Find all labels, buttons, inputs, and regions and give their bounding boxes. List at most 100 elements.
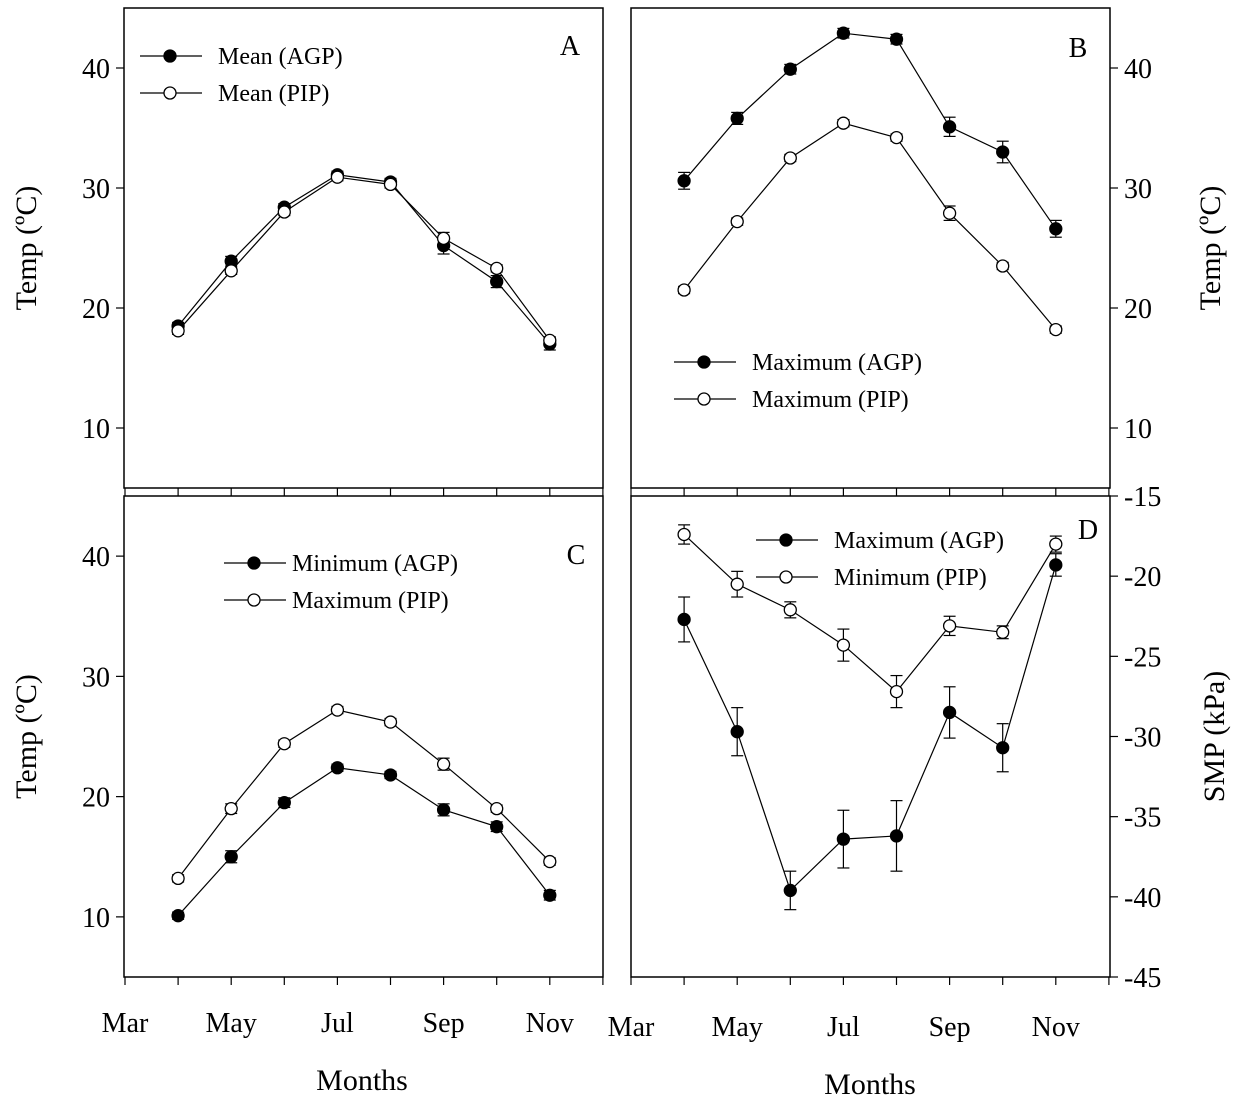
legend-entry: Mean (AGP) xyxy=(140,44,343,70)
data-point xyxy=(1049,222,1063,236)
data-point xyxy=(1049,537,1063,551)
series-line xyxy=(177,176,551,341)
y-tick-label: 20 xyxy=(82,294,110,325)
x-tick-label-mar: Mar xyxy=(102,1008,149,1039)
legend-entry: Maximum (PIP) xyxy=(674,387,909,413)
plot-frame xyxy=(123,7,604,489)
y-tick-label: 10 xyxy=(82,414,110,445)
legend-label: Maximum (AGP) xyxy=(834,528,1004,554)
x-tick-label-may: May xyxy=(206,1008,257,1039)
x-tick-label-nov: Nov xyxy=(526,1008,574,1039)
legend-entry: Minimum (PIP) xyxy=(756,565,987,591)
data-point xyxy=(942,206,957,220)
panel-d: -15 -20 -25 -30 -35 -40 -45 SMP (kPa) D Maximum (… xyxy=(630,482,1231,994)
data-point xyxy=(730,725,744,739)
panel-c: 10 20 30 40 Temp (ºC) C Minimum (AGP) Maximum (… xyxy=(10,495,604,985)
data-point xyxy=(677,612,691,627)
legend-label: Minimum (AGP) xyxy=(292,551,458,577)
x-tick-label-jul: Jul xyxy=(827,1012,860,1043)
data-point xyxy=(996,741,1010,755)
y-tick-label: 40 xyxy=(82,54,110,85)
series-filled xyxy=(677,26,1063,238)
y-axis-title: SMP (kPa) xyxy=(1198,671,1231,802)
x-tick-label-sep: Sep xyxy=(929,1012,971,1043)
series-line xyxy=(683,564,1057,892)
series-open xyxy=(171,170,557,348)
legend-marker xyxy=(779,533,793,547)
data-point xyxy=(942,120,957,134)
legend-entry: Mean (PIP) xyxy=(140,81,329,107)
x-tick-label-mar: Mar xyxy=(608,1012,655,1043)
data-point xyxy=(436,757,451,771)
legend-label: Minimum (PIP) xyxy=(834,565,987,591)
legend-entry: Maximum (PIP) xyxy=(224,588,449,614)
data-point xyxy=(677,174,691,188)
data-point xyxy=(171,909,185,923)
legend-label: Maximum (PIP) xyxy=(292,588,449,614)
data-point xyxy=(383,715,398,729)
y-tick-label: 30 xyxy=(1124,174,1152,205)
series-line xyxy=(177,709,551,879)
series-line xyxy=(683,534,1057,693)
data-point xyxy=(330,703,345,717)
series-open xyxy=(171,703,557,886)
data-point xyxy=(436,803,451,817)
data-point xyxy=(1049,322,1063,337)
legend-label: Maximum (AGP) xyxy=(752,350,922,376)
x-tick-label-sep: Sep xyxy=(423,1008,465,1039)
y-axis-title: Temp (ºC) xyxy=(1194,186,1227,311)
data-point xyxy=(942,705,957,720)
data-point xyxy=(730,111,744,126)
series-line xyxy=(683,32,1057,230)
data-point xyxy=(889,829,904,843)
panel-letter: D xyxy=(1078,515,1098,546)
series-line xyxy=(177,767,551,917)
legend-marker xyxy=(779,570,793,584)
y-tick-label: -35 xyxy=(1124,803,1161,834)
series-open xyxy=(677,116,1063,337)
data-point xyxy=(543,888,557,902)
legend-marker xyxy=(163,49,177,63)
y-tick-label: 40 xyxy=(82,542,110,573)
legend-marker xyxy=(697,355,711,369)
legend-marker xyxy=(163,86,177,100)
x-tick-label-jul: Jul xyxy=(321,1008,354,1039)
data-point xyxy=(436,231,451,246)
data-point xyxy=(171,324,185,338)
legend-label: Mean (AGP) xyxy=(218,44,343,70)
data-point xyxy=(224,850,238,864)
data-point xyxy=(942,619,957,633)
legend-entry: Maximum (AGP) xyxy=(674,350,922,376)
data-point xyxy=(383,768,398,782)
data-point xyxy=(996,259,1010,273)
x-tick-label-may: May xyxy=(712,1012,763,1043)
data-point xyxy=(836,116,851,130)
plot-frame xyxy=(630,7,1111,489)
data-point xyxy=(224,802,238,816)
y-tick-label: 30 xyxy=(82,174,110,205)
series-filled xyxy=(171,761,557,923)
legend-marker xyxy=(247,556,261,570)
y-axis-title: Temp (ºC) xyxy=(10,674,43,799)
data-point xyxy=(383,177,398,192)
data-point xyxy=(996,145,1010,159)
data-point xyxy=(783,603,797,617)
x-axis-title-left: Months xyxy=(316,1064,408,1097)
y-tick-label: 20 xyxy=(82,783,110,814)
data-point xyxy=(677,527,691,542)
y-tick-label: -45 xyxy=(1124,963,1161,994)
data-point xyxy=(277,737,291,751)
data-point xyxy=(730,214,744,229)
y-tick-label: -20 xyxy=(1124,562,1161,593)
y-tick-label: 40 xyxy=(1124,54,1152,85)
data-point xyxy=(730,577,744,591)
y-tick-label: -40 xyxy=(1124,883,1161,914)
data-point xyxy=(889,32,904,46)
data-point xyxy=(836,638,851,652)
y-tick-label: 10 xyxy=(82,903,110,934)
y-axis-title: Temp (ºC) xyxy=(10,186,43,311)
legend-marker xyxy=(697,392,711,406)
series-line xyxy=(683,122,1057,330)
data-point xyxy=(889,130,904,145)
